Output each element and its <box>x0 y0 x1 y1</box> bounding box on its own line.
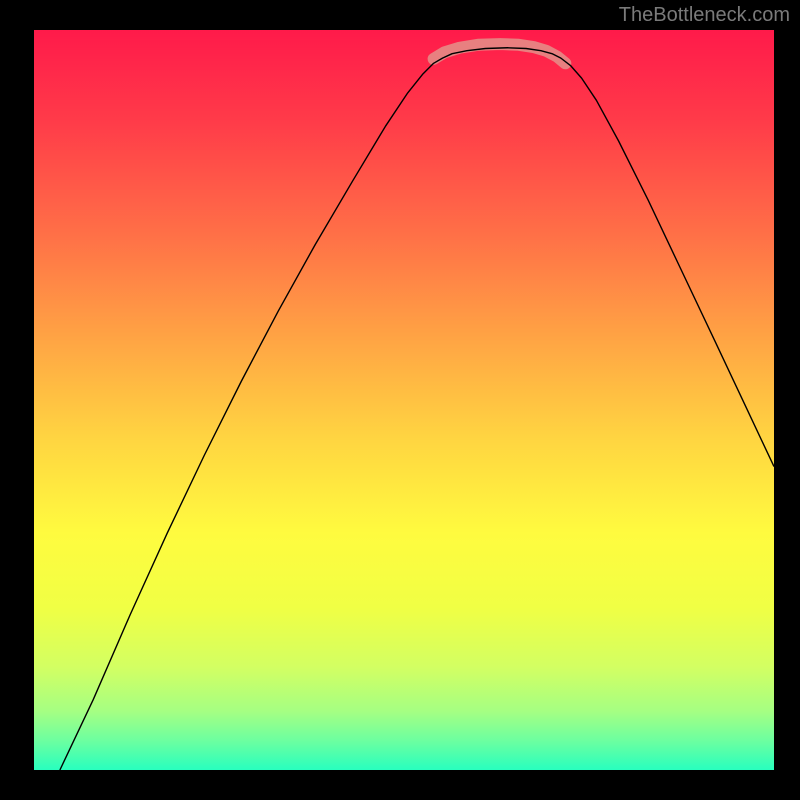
chart-svg <box>34 30 774 770</box>
plot-area <box>34 30 774 770</box>
attribution-text: TheBottleneck.com <box>619 4 790 27</box>
performance-curve <box>60 48 774 770</box>
chart-wrapper: TheBottleneck.com <box>0 0 800 800</box>
